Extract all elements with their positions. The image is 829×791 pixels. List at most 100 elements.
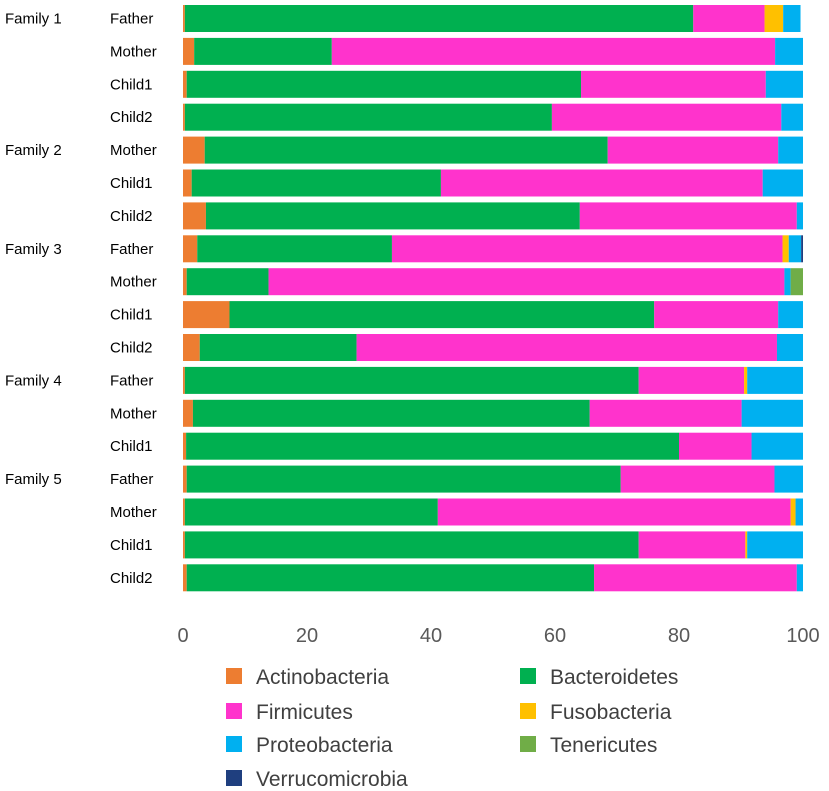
row-label: Child2 [110, 340, 153, 357]
bar-segment-fusobacteria [790, 498, 796, 526]
family-label: Family 3 [5, 241, 62, 258]
bar-segment-firmicutes [638, 531, 746, 559]
x-axis-ticks: 0 20 40 60 80 100 [177, 625, 819, 647]
legend-label: Actinobacteria [256, 666, 389, 689]
bar-segment-proteobacteria [783, 5, 801, 32]
bar-segment-bacteroidetes [191, 169, 441, 197]
bar-segment-bacteroidetes [186, 432, 679, 460]
bar-segment-proteobacteria [765, 70, 803, 98]
legend: Actinobacteria Bacteroidetes Firmicutes Fus… [226, 666, 678, 791]
row-label: Child1 [110, 76, 153, 93]
bar-segment-actinobacteria [183, 564, 187, 592]
bar-segment-actinobacteria [183, 169, 192, 197]
legend-swatch [520, 703, 536, 719]
bar-segment-bacteroidetes [186, 70, 582, 98]
bar-segment-bacteroidetes [184, 498, 438, 526]
bar-segment-proteobacteria [775, 37, 803, 65]
bar-segment-actinobacteria [183, 301, 230, 329]
bar-segment-firmicutes [594, 564, 797, 592]
row-label: Father [110, 241, 153, 258]
bar-segment-actinobacteria [183, 70, 187, 98]
legend-label: Proteobacteria [256, 734, 393, 757]
bar-segment-actinobacteria [183, 202, 206, 230]
bar-segment-proteobacteria [788, 235, 802, 263]
bar-segment-actinobacteria [183, 103, 185, 131]
bar-segment-actinobacteria [183, 366, 185, 394]
bar-segment-actinobacteria [183, 37, 195, 65]
x-tick-label: 100 [786, 625, 819, 647]
bar-segment-proteobacteria [781, 103, 803, 131]
row-label: Father [110, 372, 153, 389]
bar-segment-bacteroidetes [184, 5, 694, 32]
family-labels: Family 1 Family 2 Family 3 Family 4 Family 5 [5, 11, 62, 489]
bar-segment-bacteroidetes [205, 202, 580, 230]
x-tick-label: 20 [296, 625, 318, 647]
bar-segment-bacteroidetes [199, 334, 357, 361]
bar-segment-bacteroidetes [186, 564, 595, 592]
row-label: Child1 [110, 307, 153, 324]
row-label: Mother [110, 274, 157, 291]
bar-segment-bacteroidetes [192, 399, 590, 427]
bar-segment-firmicutes [638, 366, 745, 394]
bars-layer [183, 5, 803, 592]
bar-segment-fusobacteria [782, 235, 789, 263]
legend-label: Tenericutes [550, 734, 657, 757]
row-label: Father [110, 11, 153, 28]
bar-segment-actinobacteria [183, 432, 187, 460]
row-labels: Father Mother Child1 Child2 Mother Child1 Chil… [110, 11, 157, 587]
row-label: Child1 [110, 175, 153, 192]
bar-segment-proteobacteria [741, 399, 803, 427]
bar-segment-tenericutes [790, 268, 803, 296]
legend-label: Firmicutes [256, 701, 353, 724]
bar-segment-firmicutes [620, 465, 775, 493]
bar-segment-bacteroidetes [186, 268, 269, 296]
bar-segment-proteobacteria [776, 334, 803, 361]
legend-label: Bacteroidetes [550, 666, 678, 689]
family-label: Family 2 [5, 142, 62, 159]
bar-segment-firmicutes [579, 202, 797, 230]
legend-label: Fusobacteria [550, 701, 672, 724]
bar-segment-bacteroidetes [184, 366, 639, 394]
bar-segment-actinobacteria [183, 136, 205, 164]
row-label: Child1 [110, 438, 153, 455]
bar-segment-firmicutes [581, 70, 766, 98]
legend-swatch [520, 736, 536, 752]
x-tick-label: 40 [420, 625, 442, 647]
bar-segment-firmicutes [607, 136, 779, 164]
family-label: Family 4 [5, 372, 62, 389]
x-tick-label: 0 [177, 625, 188, 647]
bar-segment-actinobacteria [183, 268, 187, 296]
bar-segment-firmicutes [654, 301, 779, 329]
bar-segment-proteobacteria [778, 136, 803, 164]
legend-label: Verrucomicrobia [256, 768, 408, 791]
bar-segment-bacteroidetes [186, 465, 621, 493]
bar-segment-bacteroidetes [204, 136, 608, 164]
bar-segment-proteobacteria [795, 498, 803, 526]
bar-segment-actinobacteria [183, 531, 185, 559]
row-label: Mother [110, 142, 157, 159]
bar-segment-bacteroidetes [184, 531, 639, 559]
bar-segment-proteobacteria [747, 366, 803, 394]
family-label: Family 5 [5, 471, 62, 488]
bar-segment-actinobacteria [183, 235, 198, 263]
bar-segment-fusobacteria [745, 531, 748, 559]
bar-segment-proteobacteria [747, 531, 803, 559]
bar-segment-actinobacteria [183, 334, 200, 361]
bar-segment-bacteroidetes [229, 301, 655, 329]
bar-segment-fusobacteria [764, 5, 784, 32]
family-label: Family 1 [5, 11, 62, 28]
bar-segment-proteobacteria [778, 301, 803, 329]
bar-segment-actinobacteria [183, 5, 185, 32]
legend-swatch [226, 703, 242, 719]
row-label: Mother [110, 405, 157, 422]
bar-segment-firmicutes [589, 399, 742, 427]
bar-segment-bacteroidetes [184, 103, 552, 131]
bar-segment-proteobacteria [784, 268, 791, 296]
row-label: Child2 [110, 208, 153, 225]
bar-segment-firmicutes [268, 268, 785, 296]
legend-swatch [226, 770, 242, 786]
bar-segment-proteobacteria [774, 465, 803, 493]
legend-swatch [520, 668, 536, 684]
bar-segment-bacteroidetes [194, 37, 332, 65]
